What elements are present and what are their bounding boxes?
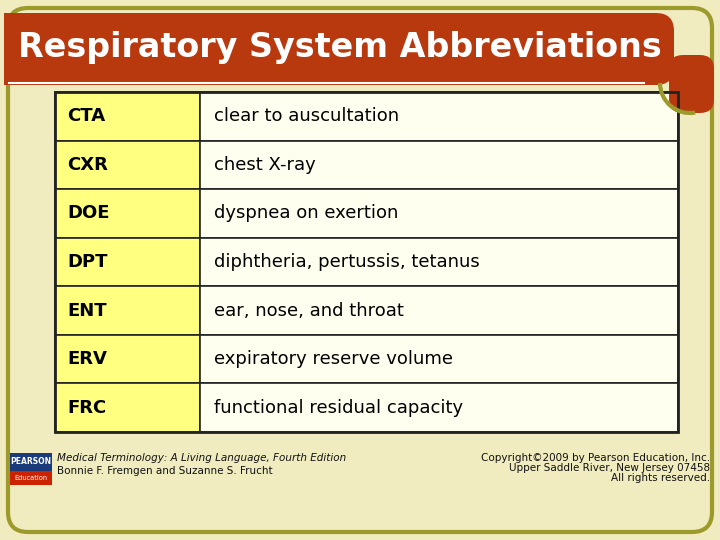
Bar <box>55 189 200 238</box>
Bar <box>200 383 678 432</box>
FancyBboxPatch shape <box>4 13 674 85</box>
Bar <box>200 140 678 189</box>
Bar <box>55 92 678 432</box>
Bar <box>200 335 678 383</box>
Bar <box>4 49 339 85</box>
Text: dyspnea on exertion: dyspnea on exertion <box>214 205 398 222</box>
Text: ENT: ENT <box>67 301 107 320</box>
Text: ear, nose, and throat: ear, nose, and throat <box>214 301 404 320</box>
Text: functional residual capacity: functional residual capacity <box>214 399 463 417</box>
Bar <box>200 189 678 238</box>
FancyBboxPatch shape <box>669 55 714 113</box>
Text: diphtheria, pertussis, tetanus: diphtheria, pertussis, tetanus <box>214 253 480 271</box>
Bar <box>10 453 52 471</box>
Bar <box>200 286 678 335</box>
Text: Respiratory System Abbreviations: Respiratory System Abbreviations <box>18 30 662 64</box>
Text: Copyright©2009 by Pearson Education, Inc.: Copyright©2009 by Pearson Education, Inc… <box>481 453 710 463</box>
Bar <box>200 238 678 286</box>
Bar <box>55 92 200 140</box>
FancyBboxPatch shape <box>8 8 712 532</box>
Text: DOE: DOE <box>67 205 109 222</box>
Bar <box>10 471 52 485</box>
Bar <box>55 140 200 189</box>
Bar <box>55 238 200 286</box>
Text: Upper Saddle River, New Jersey 07458: Upper Saddle River, New Jersey 07458 <box>509 463 710 473</box>
Bar <box>200 92 678 140</box>
Bar <box>55 286 200 335</box>
Text: CTA: CTA <box>67 107 105 125</box>
Text: clear to auscultation: clear to auscultation <box>214 107 399 125</box>
Text: Education: Education <box>14 475 48 481</box>
Text: PEARSON: PEARSON <box>10 457 52 467</box>
Text: Medical Terminology: A Living Language, Fourth Edition: Medical Terminology: A Living Language, … <box>57 453 346 463</box>
Text: CXR: CXR <box>67 156 108 174</box>
Bar <box>4 13 339 85</box>
Text: chest X-ray: chest X-ray <box>214 156 316 174</box>
Text: DPT: DPT <box>67 253 107 271</box>
Bar <box>55 383 200 432</box>
Text: expiratory reserve volume: expiratory reserve volume <box>214 350 453 368</box>
Text: FRC: FRC <box>67 399 107 417</box>
Text: Bonnie F. Fremgen and Suzanne S. Frucht: Bonnie F. Fremgen and Suzanne S. Frucht <box>57 466 273 476</box>
Text: ERV: ERV <box>67 350 107 368</box>
Bar <box>55 335 200 383</box>
Text: All rights reserved.: All rights reserved. <box>611 473 710 483</box>
